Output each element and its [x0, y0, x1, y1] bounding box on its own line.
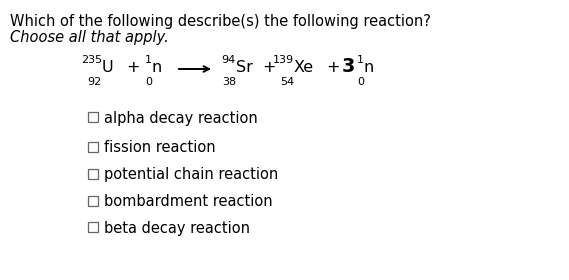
Text: potential chain reaction: potential chain reaction — [104, 167, 278, 183]
Text: Which of the following describe(s) the following reaction?: Which of the following describe(s) the f… — [10, 14, 431, 29]
Bar — [88, 142, 98, 152]
Text: n: n — [152, 60, 162, 75]
Text: 0: 0 — [357, 77, 364, 87]
Text: +: + — [262, 60, 275, 75]
Bar — [88, 196, 98, 206]
Text: 92: 92 — [88, 77, 102, 87]
Text: alpha decay reaction: alpha decay reaction — [104, 111, 258, 125]
Text: bombardment reaction: bombardment reaction — [104, 195, 273, 209]
Text: 235: 235 — [81, 55, 102, 65]
Text: +: + — [326, 60, 340, 75]
Bar — [88, 169, 98, 179]
Text: U: U — [102, 60, 114, 75]
Text: 1: 1 — [145, 55, 152, 65]
Text: 1: 1 — [357, 55, 364, 65]
Text: 3: 3 — [342, 57, 355, 76]
Text: 94: 94 — [222, 55, 236, 65]
Text: beta decay reaction: beta decay reaction — [104, 221, 250, 235]
Bar — [88, 112, 98, 122]
Text: +: + — [126, 60, 139, 75]
Text: 38: 38 — [222, 77, 236, 87]
Text: n: n — [364, 60, 374, 75]
Text: 54: 54 — [280, 77, 294, 87]
Text: 0: 0 — [145, 77, 152, 87]
Bar — [88, 222, 98, 232]
Text: 139: 139 — [273, 55, 294, 65]
Text: Choose all that apply.: Choose all that apply. — [10, 30, 169, 45]
Text: Sr: Sr — [236, 60, 253, 75]
Text: Xe: Xe — [294, 60, 314, 75]
Text: fission reaction: fission reaction — [104, 141, 216, 155]
